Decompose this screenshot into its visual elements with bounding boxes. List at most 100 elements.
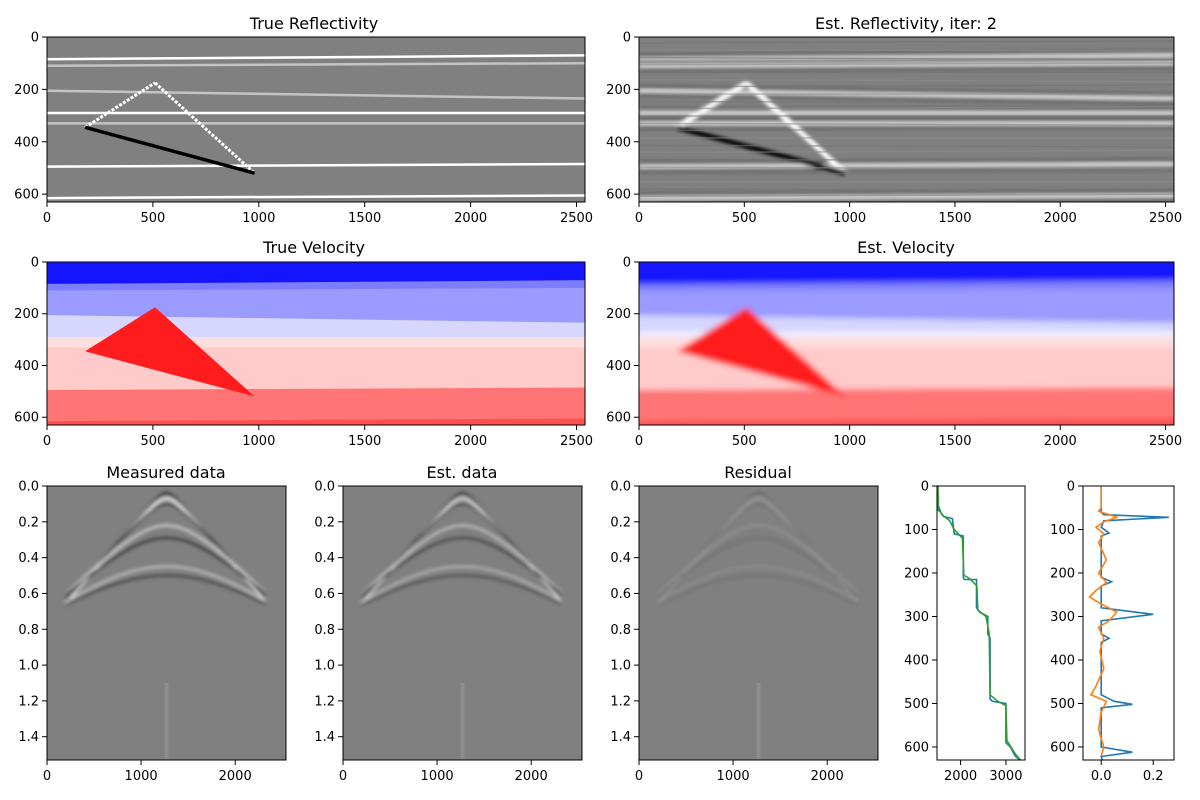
image-layer: [47, 262, 585, 425]
x-tick-label: 2500: [560, 434, 593, 449]
y-tick-label: 0.2: [610, 515, 631, 530]
y-tick-label: 0: [921, 480, 929, 495]
x-tick-label: 0: [43, 769, 51, 784]
panel-true-velocity: True Velocity 0 500 1000 1500 2000 2500 0 200 40…: [14, 238, 593, 449]
seismic-event: [65, 536, 266, 596]
y-tick-label: 400: [14, 135, 39, 150]
y-tick-label: 400: [904, 653, 929, 668]
image-layer: [639, 262, 1174, 425]
y-tick-label: 300: [904, 610, 929, 625]
reflector-sidelobe: [639, 49, 1174, 57]
wedge-base: [84, 125, 256, 175]
x-tick-label: 2000: [1044, 211, 1077, 226]
panel-title: Est. data: [427, 463, 498, 482]
background: [47, 37, 585, 202]
event-group: [64, 492, 267, 606]
line-layer: [937, 486, 1025, 760]
seismic-event: [361, 565, 562, 603]
x-tick-label: 500: [140, 434, 165, 449]
y-tick-label: 200: [606, 307, 631, 322]
x-tick-label: 2000: [515, 769, 548, 784]
y-tick-label: 600: [606, 411, 631, 426]
y-tick-label: 1.0: [610, 659, 631, 674]
event-group: [657, 492, 858, 606]
wedge-top-left: [675, 80, 748, 130]
velocity-wedge: [676, 307, 846, 397]
x-tick-label: 0: [635, 211, 643, 226]
y-tick-label: 0.2: [314, 515, 335, 530]
x-tick-label: 1500: [348, 211, 381, 226]
y-tick-label: 1.4: [18, 730, 39, 745]
panel-title: Est. Velocity: [857, 238, 955, 257]
x-tick-label: 0: [339, 769, 347, 784]
texture-line: [639, 188, 1174, 192]
panel-true-reflectivity: True Reflectivity 0 500 1000 1500 2000 2500 0 2…: [14, 14, 593, 226]
texture-line: [639, 40, 1174, 44]
y-tick-label: 200: [14, 83, 39, 98]
panel-residual: Residual 0 1000 2000 0.0 0.2 0.4 0.6 0.8 1.0 1.2 1…: [610, 463, 879, 784]
x-tick-label: 0: [43, 434, 51, 449]
y-tick-label: 0.8: [610, 623, 631, 638]
y-tick-label: 0.0: [610, 480, 631, 495]
panel-est-reflectivity: Est. Reflectivity, iter: 2 0 500 1000 1500 2…: [606, 14, 1182, 226]
x-tick-label: 1000: [242, 211, 275, 226]
y-tick-label: 0.6: [314, 587, 335, 602]
x-tick-label: 2000: [944, 769, 977, 784]
x-tick-label: 2000: [454, 434, 487, 449]
x-tick-label: 1000: [717, 769, 750, 784]
seismic-event: [361, 574, 562, 606]
reflector: [47, 162, 585, 168]
y-tick-label: 0: [1067, 480, 1075, 495]
x-tick-label: 0: [635, 434, 643, 449]
axes-frame: [936, 485, 1026, 761]
x-tick-label: 0.0: [1091, 769, 1112, 784]
y-tick-label: 600: [904, 740, 929, 755]
y-tick-label: 1.2: [314, 694, 335, 709]
axes-frame: [46, 261, 586, 426]
series-line: [1100, 486, 1169, 760]
velocity-layer: [639, 387, 1174, 425]
velocity-layer: [639, 418, 1174, 425]
x-tick-label: 0.2: [1143, 769, 1164, 784]
texture-line: [639, 127, 1174, 132]
axes-frame: [46, 485, 287, 761]
panel-title: Measured data: [106, 463, 225, 482]
image-layer: [343, 486, 582, 760]
x-tick-label: 2000: [219, 769, 252, 784]
panel-title: True Velocity: [262, 238, 365, 257]
y-tick-label: 1.0: [314, 659, 335, 674]
x-tick-label: 1500: [348, 434, 381, 449]
reflector-group: [47, 54, 585, 200]
image-layer: [639, 37, 1174, 202]
y-tick-label: 600: [14, 411, 39, 426]
y-tick-label: 0.4: [610, 551, 631, 566]
texture-line: [639, 193, 1174, 197]
line-layer: [1083, 486, 1174, 760]
panel-title: Residual: [724, 463, 792, 482]
texture-line: [639, 106, 1174, 110]
y-tick-label: 400: [1050, 653, 1075, 668]
image-layer: [639, 486, 878, 760]
y-tick-label: 0.0: [314, 480, 335, 495]
reflector: [47, 194, 585, 200]
reflector: [47, 89, 585, 100]
seismic-event: [657, 524, 858, 595]
x-tick-label: 1000: [833, 211, 866, 226]
y-tick-label: 200: [606, 83, 631, 98]
y-tick-label: 0: [31, 256, 39, 271]
texture-line: [639, 84, 1174, 88]
y-tick-label: 300: [1050, 610, 1075, 625]
y-tick-label: 0: [31, 31, 39, 46]
y-tick-label: 400: [606, 135, 631, 150]
wedge-top-right: [744, 80, 848, 176]
image-layer: [47, 37, 585, 202]
y-tick-label: 600: [1050, 740, 1075, 755]
y-tick-label: 0.8: [314, 623, 335, 638]
y-tick-label: 100: [904, 523, 929, 538]
axes-frame: [1082, 485, 1175, 761]
seismic-event: [361, 524, 562, 596]
x-tick-label: 2000: [811, 769, 844, 784]
y-tick-label: 200: [1050, 566, 1075, 581]
x-tick-label: 2000: [1044, 434, 1077, 449]
